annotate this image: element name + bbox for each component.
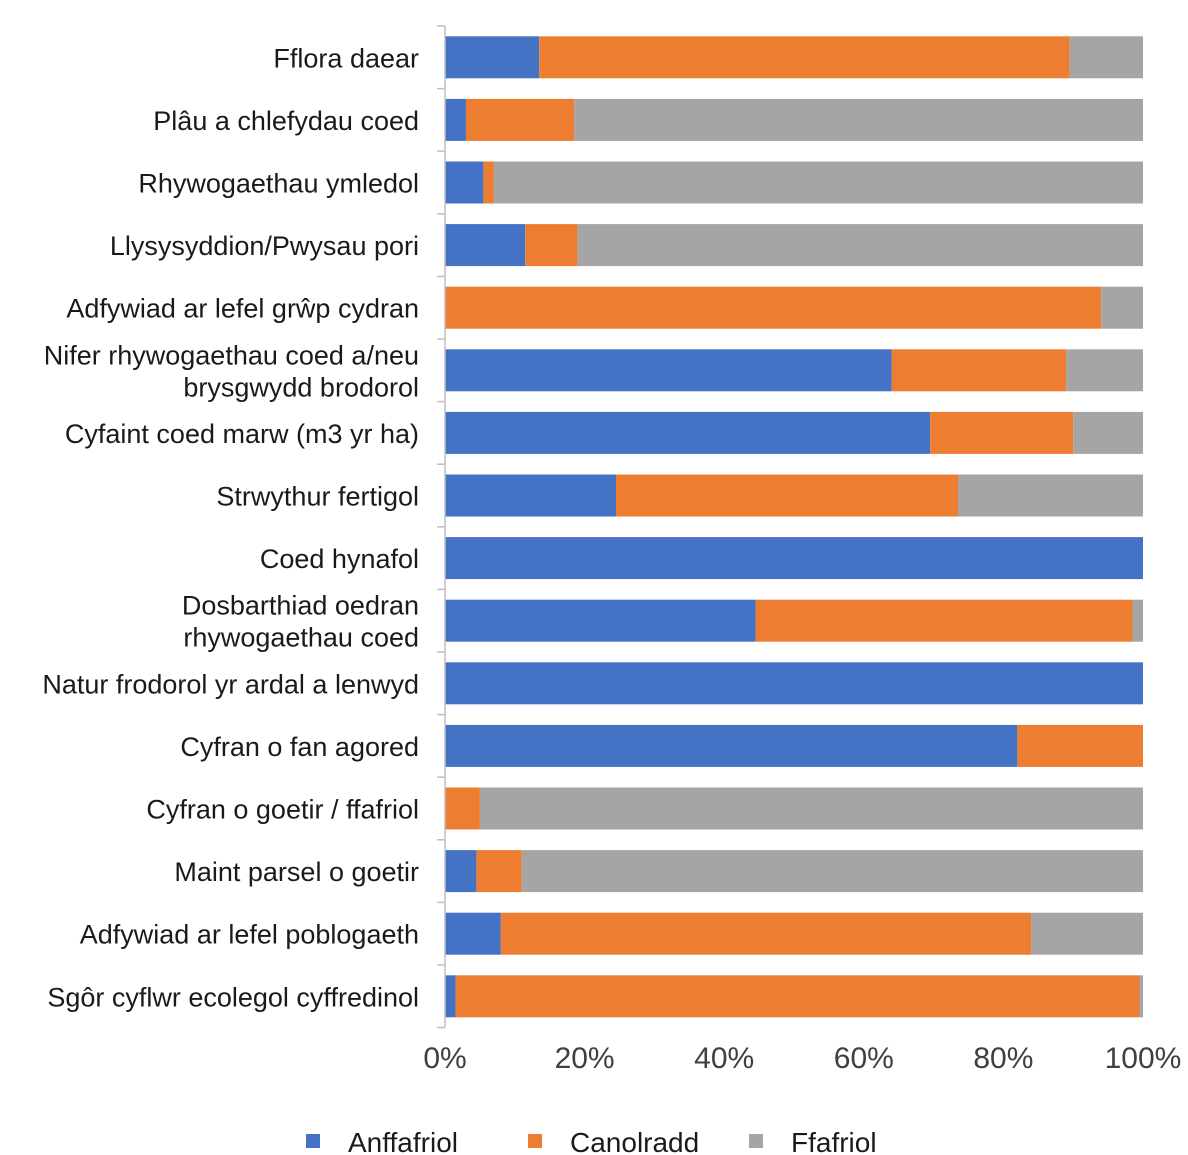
- legend-label-ffafriol: Ffafriol: [791, 1127, 877, 1155]
- bar-segment-anffafriol-6: [445, 411, 931, 454]
- category-label-10: Natur frodorol yr ardal a lenwyd: [42, 669, 419, 699]
- category-label-7: Strwythur fertigol: [216, 482, 419, 512]
- bar-segment-canolradd-13: [476, 850, 522, 893]
- bar-segment-ffafriol-4: [1101, 286, 1143, 329]
- bar-segment-ffafriol-5: [1066, 349, 1143, 392]
- bar-segment-canolradd-14: [500, 912, 1032, 955]
- y-axis-ticks: [437, 25, 445, 1029]
- bar-segment-ffafriol-0: [1069, 36, 1143, 79]
- category-label-15: Sgôr cyflwr ecolegol cyffredinol: [47, 982, 419, 1012]
- x-tick-label-0: 0%: [423, 1042, 466, 1075]
- legend-swatch-ffafriol: [749, 1134, 763, 1148]
- category-label-13: Maint parsel o goetir: [174, 857, 419, 887]
- category-label-14: Adfywiad ar lefel poblogaeth: [80, 920, 419, 950]
- category-label-9-line-1: rhywogaethau coed: [183, 623, 419, 653]
- bar-segment-anffafriol-10: [445, 662, 1143, 705]
- bar-segment-canolradd-12: [445, 787, 480, 830]
- bar-segment-canolradd-0: [539, 36, 1070, 79]
- x-tick-label-2: 40%: [694, 1042, 754, 1075]
- category-label-3: Llysysyddion/Pwysau pori: [110, 231, 419, 261]
- legend: Anffafriol Canolradd Ffafriol: [306, 1127, 877, 1155]
- category-label-5-line-0: Nifer rhywogaethau coed a/neu: [44, 340, 419, 370]
- category-label-9-line-0: Dosbarthiad oedran: [182, 591, 419, 621]
- bar-segment-anffafriol-9: [445, 599, 756, 642]
- bar-segment-anffafriol-2: [445, 161, 484, 204]
- category-label-6: Cyfaint coed marw (m3 yr ha): [65, 419, 419, 449]
- bar-segment-anffafriol-15: [445, 975, 456, 1018]
- category-label-11: Cyfran o fan agored: [180, 732, 419, 762]
- bar-segment-ffafriol-7: [958, 474, 1143, 517]
- bar-segment-canolradd-6: [930, 411, 1074, 454]
- category-label-4: Adfywiad ar lefel grŵp cydran: [66, 294, 419, 324]
- bar-segment-anffafriol-1: [445, 98, 466, 141]
- category-label-12: Cyfran o goetir / ffafriol: [146, 795, 419, 825]
- bar-segment-canolradd-1: [465, 98, 575, 141]
- x-tick-label-3: 60%: [834, 1042, 894, 1075]
- bar-segment-anffafriol-7: [445, 474, 617, 517]
- category-label-0: Fflora daear: [273, 43, 419, 73]
- legend-label-canolradd: Canolradd: [570, 1127, 699, 1155]
- bar-segment-anffafriol-0: [445, 36, 540, 79]
- bar-segment-canolradd-15: [455, 975, 1140, 1018]
- x-tick-label-5: 100%: [1105, 1042, 1182, 1075]
- x-tick-label-1: 20%: [555, 1042, 615, 1075]
- bar-segment-anffafriol-14: [445, 912, 501, 955]
- bar-segment-anffafriol-3: [445, 224, 526, 267]
- bar-segment-anffafriol-8: [445, 537, 1143, 580]
- x-axis-tick-labels: 0% 20% 40% 60% 80% 100%: [423, 1042, 1181, 1075]
- bar-segment-canolradd-7: [616, 474, 959, 517]
- legend-swatch-anffafriol: [306, 1134, 320, 1148]
- bar-segment-ffafriol-6: [1073, 411, 1143, 454]
- bars-layer: [445, 36, 1143, 1018]
- bar-segment-canolradd-3: [525, 224, 578, 267]
- bar-segment-ffafriol-12: [479, 787, 1143, 830]
- bar-segment-canolradd-11: [1017, 724, 1143, 767]
- bar-segment-ffafriol-1: [574, 98, 1143, 141]
- category-label-1: Plâu a chlefydau coed: [153, 106, 419, 136]
- category-labels: Fflora daear Plâu a chlefydau coed Rhywoga…: [42, 43, 419, 1012]
- bar-segment-ffafriol-2: [493, 161, 1143, 204]
- bar-segment-canolradd-9: [755, 599, 1133, 642]
- category-label-8: Coed hynafol: [260, 544, 419, 574]
- bar-segment-ffafriol-3: [577, 224, 1143, 267]
- legend-label-anffafriol: Anffafriol: [348, 1127, 458, 1155]
- category-label-2: Rhywogaethau ymledol: [138, 169, 419, 199]
- bar-segment-canolradd-5: [891, 349, 1067, 392]
- bar-segment-ffafriol-9: [1132, 599, 1143, 642]
- bar-segment-anffafriol-11: [445, 724, 1018, 767]
- bar-segment-ffafriol-14: [1031, 912, 1143, 955]
- bar-segment-ffafriol-15: [1139, 975, 1143, 1018]
- bar-segment-anffafriol-13: [445, 850, 477, 893]
- x-tick-label-4: 80%: [973, 1042, 1033, 1075]
- legend-swatch-canolradd: [528, 1134, 542, 1148]
- bar-segment-canolradd-4: [445, 286, 1102, 329]
- bar-segment-anffafriol-5: [445, 349, 892, 392]
- bar-segment-canolradd-2: [483, 161, 494, 204]
- bar-segment-ffafriol-13: [521, 850, 1143, 893]
- category-label-5-line-1: brysgwydd brodorol: [183, 372, 419, 402]
